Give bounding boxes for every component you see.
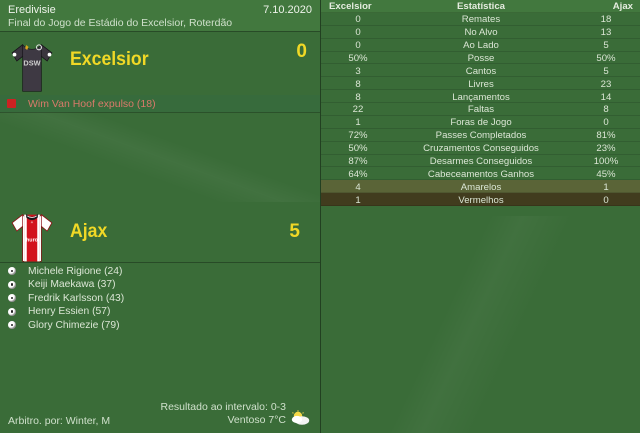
svg-text:DSW: DSW xyxy=(23,59,40,68)
svg-text:huro: huro xyxy=(26,238,39,244)
